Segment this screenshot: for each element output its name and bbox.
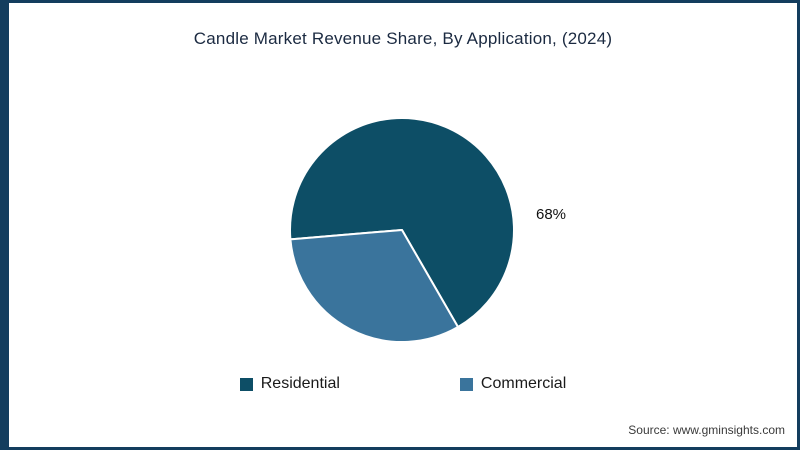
legend-label-residential: Residential <box>260 375 340 392</box>
pie-slice-commercial <box>289 229 459 343</box>
legend-item-residential: Residential <box>239 375 340 393</box>
pie-data-label-residential: 68% <box>536 206 567 223</box>
pie-slice-residential <box>288 117 515 328</box>
legend-item-commercial: Commercial <box>459 375 567 393</box>
pie-chart-svg <box>288 117 515 343</box>
legend-label-commercial: Commercial <box>480 375 567 392</box>
pie-chart <box>282 110 522 350</box>
legend-swatch-residential <box>239 377 253 391</box>
chart-title: Candle Market Revenue Share, By Applicat… <box>193 29 613 48</box>
legend: Residential Commercial <box>9 375 797 393</box>
source-attribution: Source: www.gminsights.com <box>628 423 785 437</box>
legend-swatch-commercial <box>459 377 473 391</box>
